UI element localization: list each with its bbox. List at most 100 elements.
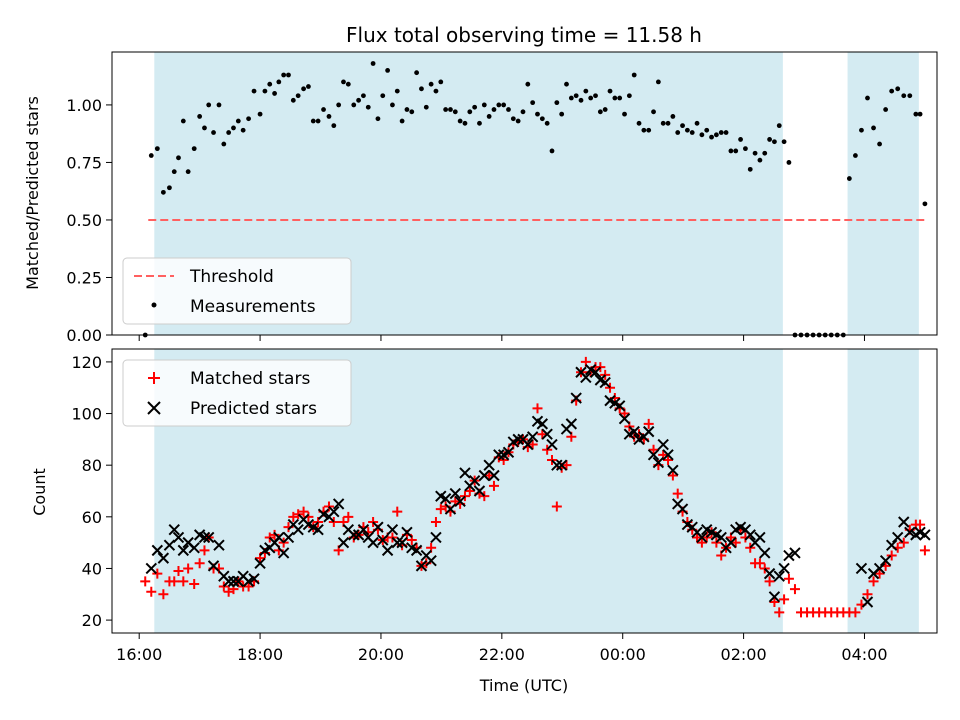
- predicted-star-point: [337, 536, 350, 549]
- predicted-star-point: [546, 438, 558, 451]
- measurement-point: [481, 102, 487, 108]
- measurement-point: [767, 137, 772, 142]
- predicted-star-point: [744, 529, 756, 541]
- predicted-star-point: [163, 539, 176, 551]
- predicted-star-point: [783, 549, 795, 562]
- measurement-point: [486, 114, 492, 119]
- measurement-point: [501, 102, 507, 108]
- predicted-star-point: [381, 544, 394, 557]
- predicted-star-point: [768, 591, 781, 603]
- predicted-star-point: [282, 531, 295, 544]
- y-tick-label: 100: [71, 405, 102, 424]
- measurement-point: [380, 93, 386, 99]
- predicted-star-point: [439, 493, 452, 505]
- matched-star-point: [774, 607, 785, 618]
- observing-window-1: [847, 52, 919, 335]
- measurement-point: [907, 93, 913, 99]
- measurement-point: [171, 169, 177, 175]
- measurement-point: [221, 141, 227, 147]
- legend-threshold-label: Threshold: [189, 267, 274, 287]
- measurement-point: [539, 116, 545, 122]
- measurement-point: [394, 88, 400, 94]
- measurement-point: [636, 120, 642, 126]
- matched-star-point: [194, 558, 205, 569]
- legend-measurement-label: Measurements: [190, 297, 316, 317]
- measurement-point: [404, 107, 410, 112]
- matched-star-point: [146, 586, 157, 597]
- measurement-point: [573, 93, 579, 99]
- predicted-star-point: [696, 531, 708, 544]
- predicted-star-point: [512, 433, 524, 446]
- measurement-point: [191, 146, 197, 152]
- measurement-point: [154, 146, 160, 152]
- measurement-point: [786, 160, 792, 165]
- measurement-point: [506, 107, 511, 112]
- predicted-star-point: [207, 560, 220, 572]
- measurement-point: [448, 107, 453, 112]
- predicted-star-point: [657, 438, 669, 451]
- measurement-point: [290, 97, 296, 103]
- predicted-star-point: [372, 521, 384, 533]
- measurement-point: [251, 88, 257, 94]
- measurement-point: [846, 176, 852, 181]
- measurement-point: [428, 81, 434, 87]
- measurement-point: [438, 79, 444, 85]
- predicted-star-point: [227, 575, 240, 588]
- matched-star-point: [537, 429, 548, 440]
- observing-window-1: [847, 349, 919, 633]
- predicted-star-point: [468, 474, 481, 487]
- measurement-point: [709, 134, 714, 140]
- matched-star-point: [532, 403, 543, 414]
- matched-star-point: [484, 470, 495, 481]
- matched-star-point: [551, 501, 562, 512]
- measurement-point: [564, 81, 569, 87]
- measurement-point: [510, 116, 516, 122]
- measurement-point: [762, 150, 768, 156]
- predicted-star-point: [273, 531, 285, 544]
- predicted-star-point: [526, 431, 539, 443]
- predicted-star-point: [879, 555, 892, 567]
- measurement-point: [776, 123, 782, 129]
- measurement-point: [385, 68, 391, 73]
- matched-star-point: [392, 506, 403, 517]
- predicted-star-point: [177, 544, 190, 557]
- predicted-star-point: [725, 536, 737, 549]
- matched-star-point: [169, 576, 180, 587]
- y-tick-label: 1.00: [66, 96, 102, 115]
- measurement-point: [535, 111, 540, 117]
- predicted-star-point: [778, 562, 790, 575]
- measurement-point: [301, 86, 306, 92]
- measurement-point: [583, 88, 589, 94]
- predicted-star-point: [430, 531, 442, 544]
- matched-star-point: [850, 607, 861, 618]
- measurement-point: [877, 141, 882, 147]
- predicted-star-point: [652, 456, 665, 469]
- matched-star-point: [663, 455, 674, 466]
- measurement-point: [491, 107, 497, 112]
- measurement-point: [202, 125, 207, 131]
- measurement-point: [549, 148, 555, 154]
- predicted-star-point: [328, 505, 340, 518]
- matched-star-point: [648, 444, 659, 455]
- x-tick-label: 00:00: [600, 645, 646, 664]
- matched-star-point: [769, 597, 780, 608]
- measurement-point: [689, 130, 695, 135]
- measurement-point: [206, 102, 212, 108]
- x-tick-label: 20:00: [358, 645, 404, 664]
- measurement-point: [733, 148, 739, 154]
- predicted-star-point: [332, 498, 345, 510]
- measurement-point: [889, 88, 895, 94]
- measurement-point: [593, 93, 598, 99]
- measurement-point: [370, 61, 376, 66]
- predicted-star-point: [789, 547, 801, 559]
- bottom-y-axis-label: Count: [30, 468, 49, 516]
- measurement-point: [281, 72, 287, 78]
- measurement-point: [423, 104, 429, 110]
- predicted-star-point: [401, 526, 413, 539]
- predicted-star-point: [222, 575, 235, 588]
- legend-predicted-swatch: [147, 401, 161, 415]
- measurement-point: [462, 120, 468, 126]
- measurement-point: [781, 139, 787, 145]
- measurement-point: [901, 93, 907, 99]
- predicted-star-point: [254, 557, 266, 569]
